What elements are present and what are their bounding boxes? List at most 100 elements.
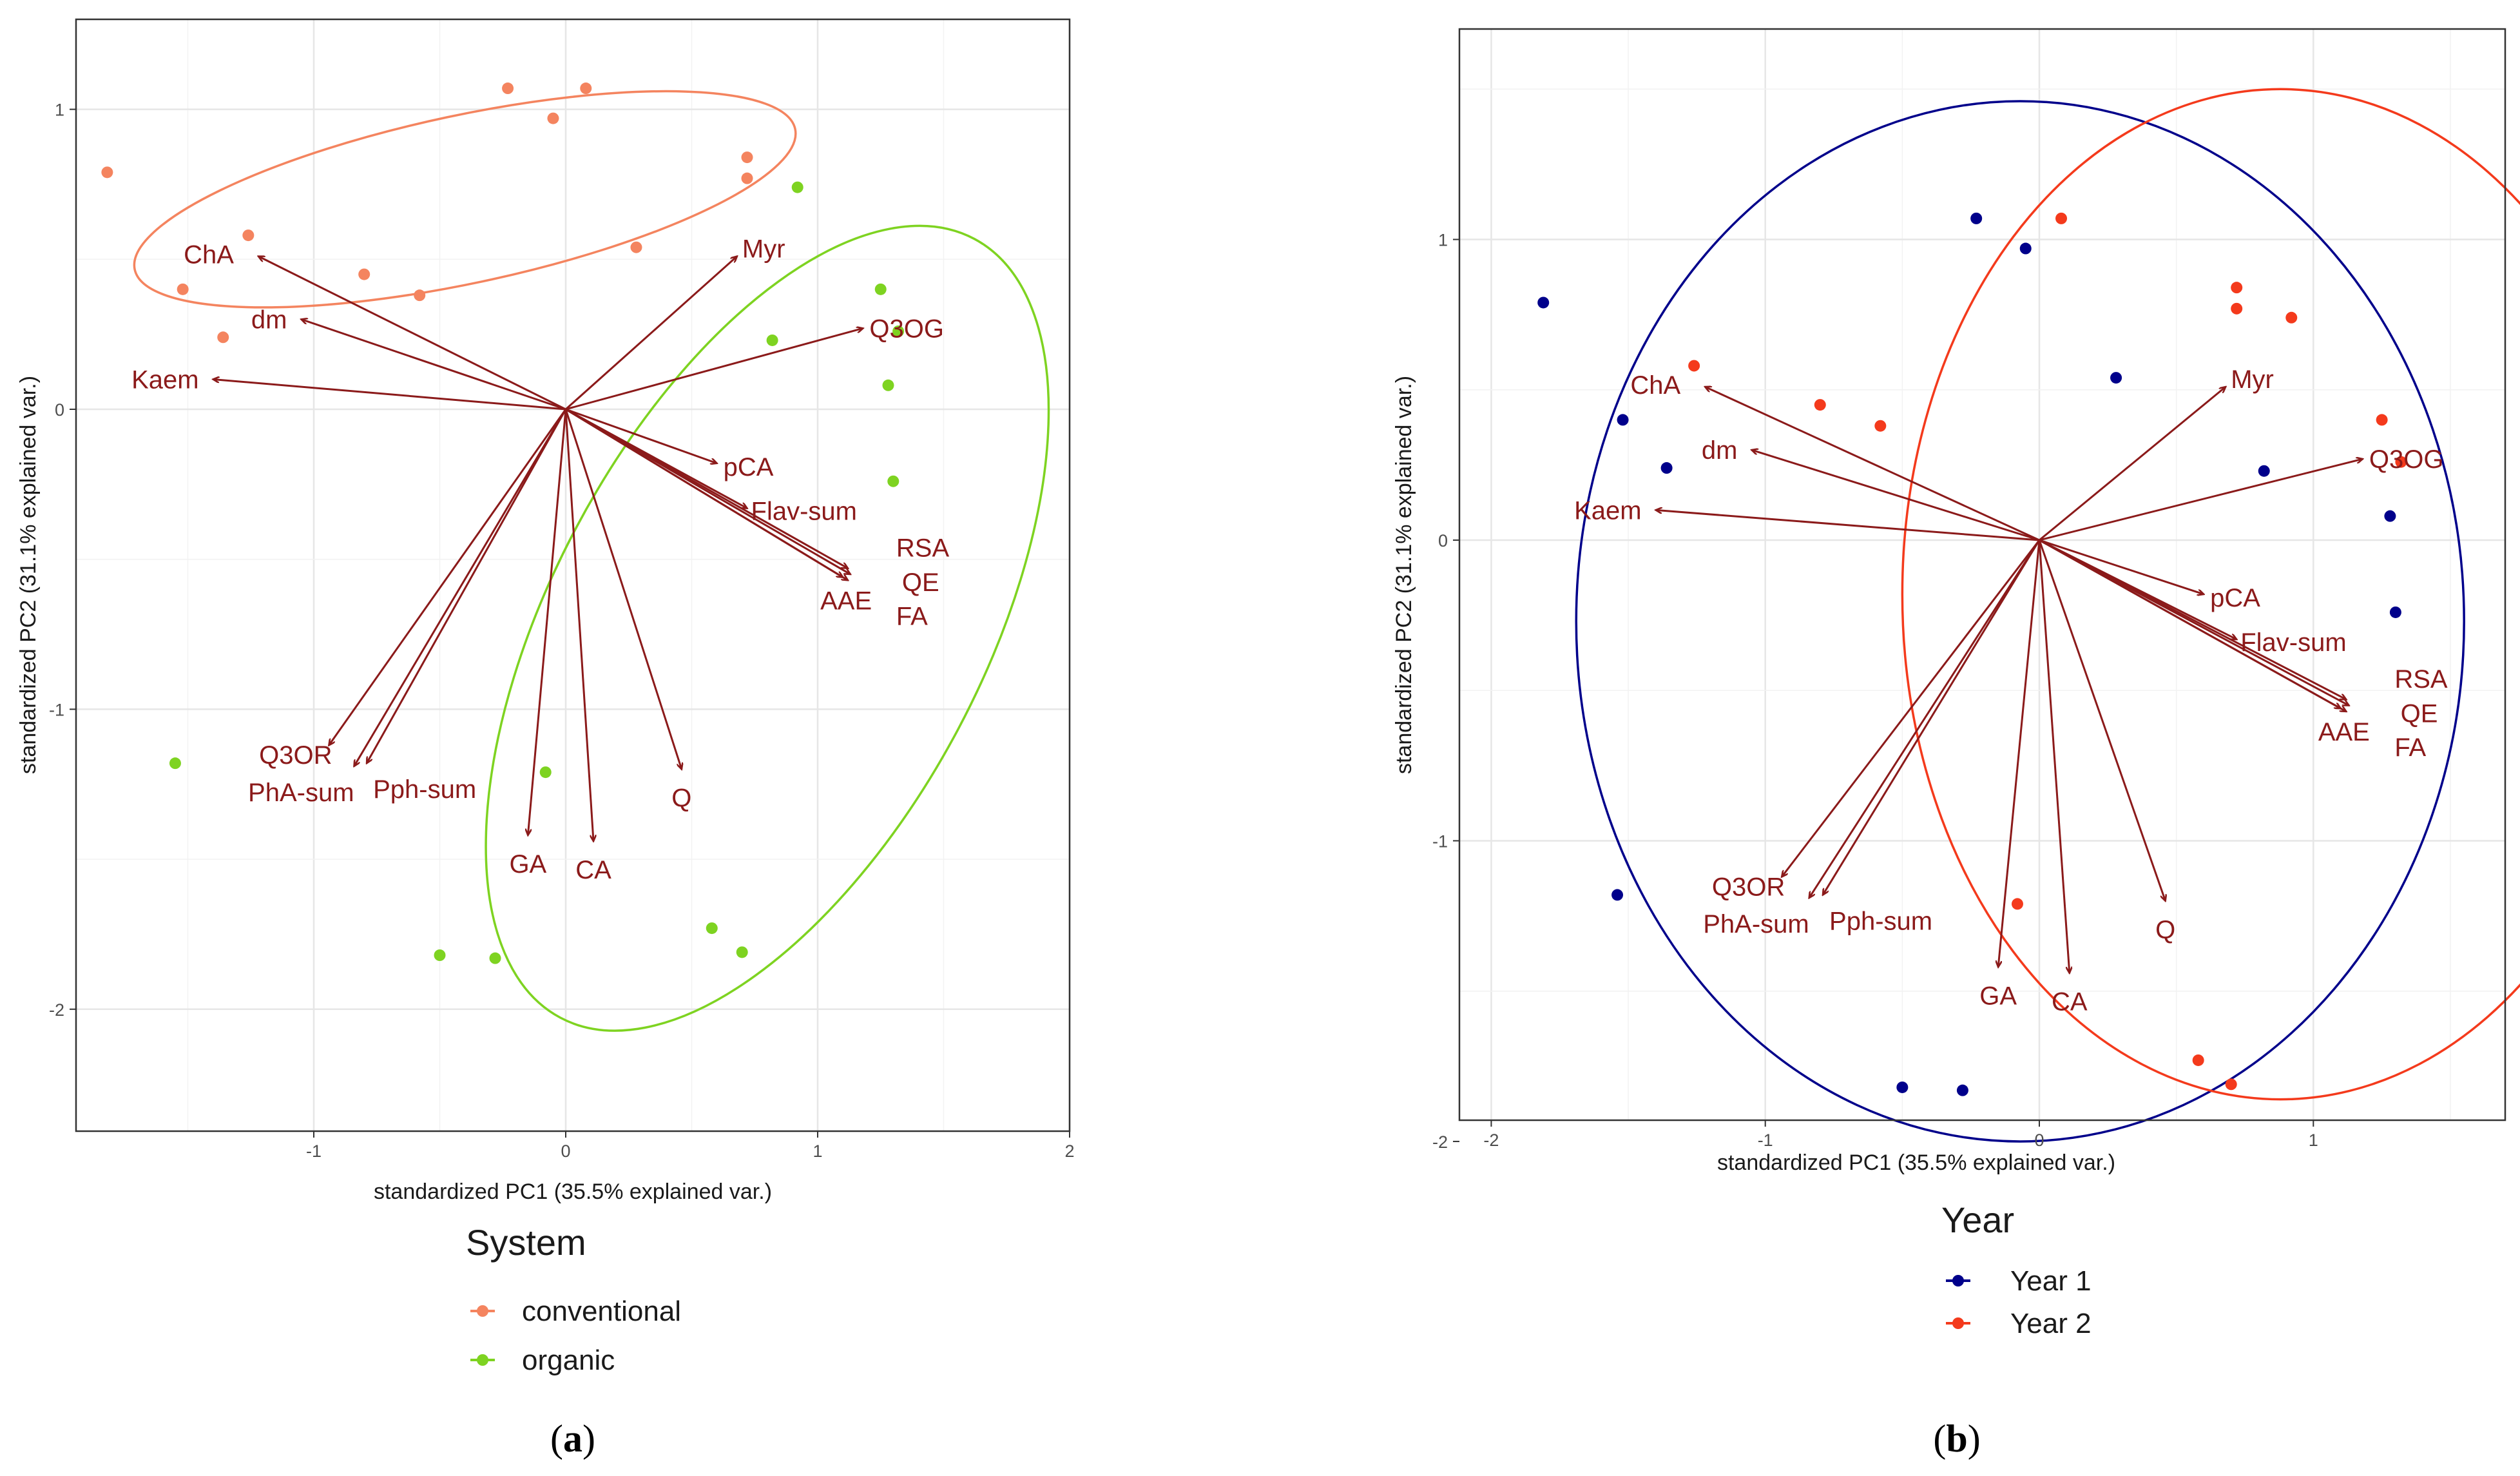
vector-q3or: [1782, 539, 2041, 877]
x-tick-label: 0: [561, 1141, 570, 1161]
vector-pca: [2039, 539, 2204, 594]
vector-label-ca: CA: [2052, 988, 2088, 1016]
vector-label-cha: ChA: [1630, 371, 1680, 400]
vector-myr: [565, 257, 737, 411]
vector-label-q3or: Q3OR: [259, 741, 332, 770]
ellipses-a: [133, 90, 1050, 1032]
point-year-2: [1814, 399, 1826, 411]
vector-label-pha-sum: PhA-sum: [248, 779, 354, 807]
point-organic: [539, 766, 552, 779]
vectors-a: ChA dm Kaem Myr Q3OG pCA Flav-sum RSA QE FA AAE Q3O…: [131, 235, 949, 884]
point-organic: [791, 181, 803, 193]
x-tick-label: 0: [2034, 1131, 2044, 1150]
y-axis-label-a: standardized PC2 (31.1% explained var.): [16, 376, 41, 774]
vector-q3or: [329, 409, 567, 745]
point-year-1: [2258, 465, 2270, 477]
point-year-2: [2231, 302, 2243, 315]
y-tick-label: 1: [1438, 231, 1448, 250]
vector-label-flav-sum: Flav-sum: [2240, 628, 2346, 657]
point-year-1: [2389, 606, 2401, 618]
legend-title-b: Year: [1941, 1199, 2014, 1240]
point-organic: [887, 475, 899, 487]
vector-label-fa: FA: [896, 602, 928, 630]
point-year-1: [1537, 296, 1550, 309]
legend-item-year-1: Year 1: [1946, 1265, 2092, 1297]
point-organic: [874, 283, 887, 295]
point-organic: [489, 952, 501, 964]
vector-ga: [1998, 539, 2041, 967]
vector-myr: [2039, 387, 2226, 541]
y-tick-label: -1: [49, 700, 64, 719]
point-conventional: [217, 331, 229, 344]
vector-q: [2038, 539, 2166, 901]
point-year-1: [2384, 510, 2396, 522]
vector-label-q3or: Q3OR: [1712, 873, 1785, 901]
x-axis-label-a: standardized PC1 (35.5% explained var.): [374, 1180, 772, 1204]
grid-b: [1459, 29, 2505, 1120]
vector-label-cha: ChA: [184, 241, 234, 269]
y-tick-label: 1: [55, 101, 64, 120]
point-conventional: [741, 172, 753, 184]
ellipses-b: [1575, 88, 2520, 1143]
point-year-2: [2011, 898, 2023, 910]
point-organic: [766, 334, 778, 346]
vector-pha-sum: [354, 409, 567, 766]
points-a: [101, 83, 905, 964]
point-year-2: [2285, 311, 2298, 324]
point-year-1: [1611, 889, 1624, 901]
x-tick-label: -1: [1758, 1131, 1773, 1150]
point-conventional: [630, 241, 642, 253]
legend-item-conventional: conventional: [470, 1296, 681, 1327]
legend-key-dot-year-1: [1952, 1275, 1964, 1287]
vector-label-myr: Myr: [2231, 365, 2274, 394]
y-tick-label: -2: [1432, 1132, 1448, 1152]
legend-item-year-2: Year 2: [1946, 1308, 2092, 1339]
point-year-2: [2192, 1054, 2204, 1066]
vector-pph-sum: [1823, 539, 2041, 895]
x-tick-label: 2: [1064, 1141, 1074, 1161]
point-year-1: [1660, 462, 1673, 474]
legend-key-dot-organic: [477, 1354, 488, 1366]
point-year-2: [2055, 212, 2068, 224]
y-tick-label: -2: [49, 1000, 64, 1020]
vector-dm: [301, 319, 566, 411]
panel-b: ChA dm Kaem Myr Q3OG pCA Flav-sum RSA QE FA AAE Q3O…: [1392, 28, 2520, 1460]
vector-label-ga: GA: [509, 850, 546, 879]
point-organic: [882, 379, 894, 391]
vector-label-qe: QE: [2401, 700, 2438, 728]
vector-q3og: [2039, 459, 2363, 541]
ellipse-year-1: [1575, 100, 2465, 1143]
legend-a: System conventional organic: [466, 1222, 681, 1376]
x-tick-label: 1: [2309, 1131, 2318, 1150]
vector-label-pca: pCA: [724, 453, 774, 481]
vector-label-q: Q: [2155, 916, 2175, 944]
vector-q: [564, 409, 682, 769]
ellipse-organic: [485, 224, 1050, 1032]
legend-b: Year Year 1 Year 2: [1941, 1199, 2092, 1339]
y-tick-label: 0: [55, 400, 64, 420]
x-tick-label: -1: [306, 1141, 322, 1161]
panel-caption-a: (a): [550, 1417, 595, 1460]
vector-kaem: [1656, 510, 2040, 541]
x-tick-label: 1: [813, 1141, 822, 1161]
point-conventional: [101, 166, 113, 179]
legend-label-year-2: Year 2: [2010, 1308, 2092, 1339]
point-organic: [706, 922, 718, 935]
vector-label-ca: CA: [575, 856, 611, 884]
legend-label-year-1: Year 1: [2010, 1265, 2092, 1297]
point-conventional: [741, 151, 753, 164]
point-conventional: [242, 229, 255, 242]
vector-qe: [2039, 539, 2349, 706]
point-year-1: [1956, 1084, 1968, 1096]
point-year-1: [1970, 212, 1983, 224]
point-conventional: [502, 83, 514, 95]
vector-q3og: [565, 328, 863, 411]
vector-label-dm: dm: [1702, 436, 1738, 465]
ellipse-conventional: [133, 90, 797, 309]
point-year-2: [2225, 1078, 2237, 1091]
point-year-1: [2110, 372, 2122, 384]
point-conventional: [358, 268, 370, 280]
panel-caption-b: (b): [1933, 1417, 1980, 1460]
ticks-b: -2 -1 0 1 -2 -1 0 1: [1432, 231, 2318, 1152]
